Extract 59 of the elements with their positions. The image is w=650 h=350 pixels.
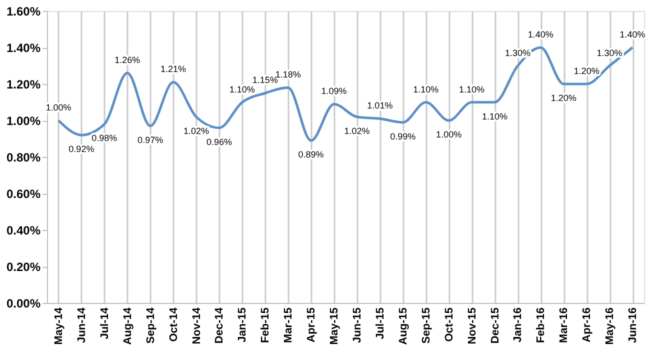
text: 1.02% bbox=[344, 126, 370, 136]
text: 1.15% bbox=[252, 75, 278, 86]
x-tick-label: Oct-14 bbox=[168, 306, 180, 342]
y-tick-label: 0.60% bbox=[6, 187, 41, 201]
y-tick-label: 0.80% bbox=[6, 150, 41, 164]
y-tick-label: 1.00% bbox=[6, 114, 41, 128]
text: 0.98% bbox=[92, 133, 118, 144]
x-tick-label: Jan-16 bbox=[512, 308, 524, 342]
text: 1.10% bbox=[459, 84, 485, 94]
x-tick-label: Jun-15 bbox=[351, 308, 364, 343]
x-tick-label: Apr-15 bbox=[306, 308, 318, 342]
y-tick-label: 0.00% bbox=[6, 296, 41, 310]
text: 1.21% bbox=[160, 64, 186, 74]
text: 0.97% bbox=[138, 134, 164, 145]
text: 1.26% bbox=[114, 55, 140, 66]
text: 1.00% bbox=[436, 130, 462, 140]
x-tick-label: Dec-14 bbox=[214, 306, 226, 344]
y-tick-label: 1.60% bbox=[6, 4, 41, 18]
text: 0.99% bbox=[390, 131, 416, 142]
y-tick-label: 1.40% bbox=[6, 41, 41, 55]
x-tick-label: Aug-14 bbox=[122, 306, 134, 345]
y-tick-label: 1.20% bbox=[6, 78, 41, 92]
text: 1.10% bbox=[482, 111, 508, 122]
x-tick-label: Nov-15 bbox=[466, 308, 478, 344]
y-tick-label: 0.20% bbox=[6, 260, 41, 274]
y-tick-label: 0.40% bbox=[6, 224, 41, 238]
text: 1.09% bbox=[321, 86, 347, 96]
x-tick-label: Aug-15 bbox=[397, 308, 410, 345]
x-tick-label: May-14 bbox=[52, 306, 65, 345]
x-tick-label: Nov-14 bbox=[190, 306, 203, 344]
x-tick-label: Oct-15 bbox=[443, 308, 456, 342]
text: 1.20% bbox=[550, 93, 576, 103]
text: 0.92% bbox=[68, 144, 94, 154]
x-tick-label: Sep-15 bbox=[420, 308, 432, 344]
x-tick-label: Jan-15 bbox=[236, 308, 249, 342]
x-tick-label: Sep-14 bbox=[144, 306, 157, 344]
x-tick-label: Jun-16 bbox=[627, 308, 640, 343]
x-tick-label: Mar-15 bbox=[282, 308, 295, 343]
x-tick-label: Jun-14 bbox=[76, 306, 88, 343]
text: 1.20% bbox=[574, 66, 600, 76]
text: 1.00% bbox=[46, 102, 72, 112]
text: 1.10% bbox=[229, 84, 255, 94]
x-tick-label: Apr-16 bbox=[581, 308, 594, 342]
x-tick-label: Mar-16 bbox=[558, 308, 570, 343]
text: 1.01% bbox=[367, 100, 393, 111]
x-tick-label: Jul-15 bbox=[374, 308, 386, 340]
text: 0.96% bbox=[206, 136, 232, 147]
x-tick-label: Dec-15 bbox=[489, 308, 502, 344]
x-tick-label: May-15 bbox=[328, 308, 341, 345]
x-tick-label: May-16 bbox=[604, 308, 616, 345]
x-tick-label: Feb-16 bbox=[535, 308, 548, 343]
text: 1.02% bbox=[183, 126, 210, 136]
x-tick-label: Feb-15 bbox=[260, 308, 272, 343]
text: 1.40% bbox=[620, 30, 646, 40]
text: 0.89% bbox=[298, 150, 324, 160]
x-tick-label: Jul-14 bbox=[98, 306, 111, 340]
text: 1.10% bbox=[413, 84, 439, 94]
text: 1.30% bbox=[596, 48, 622, 58]
text: 1.40% bbox=[528, 30, 554, 40]
